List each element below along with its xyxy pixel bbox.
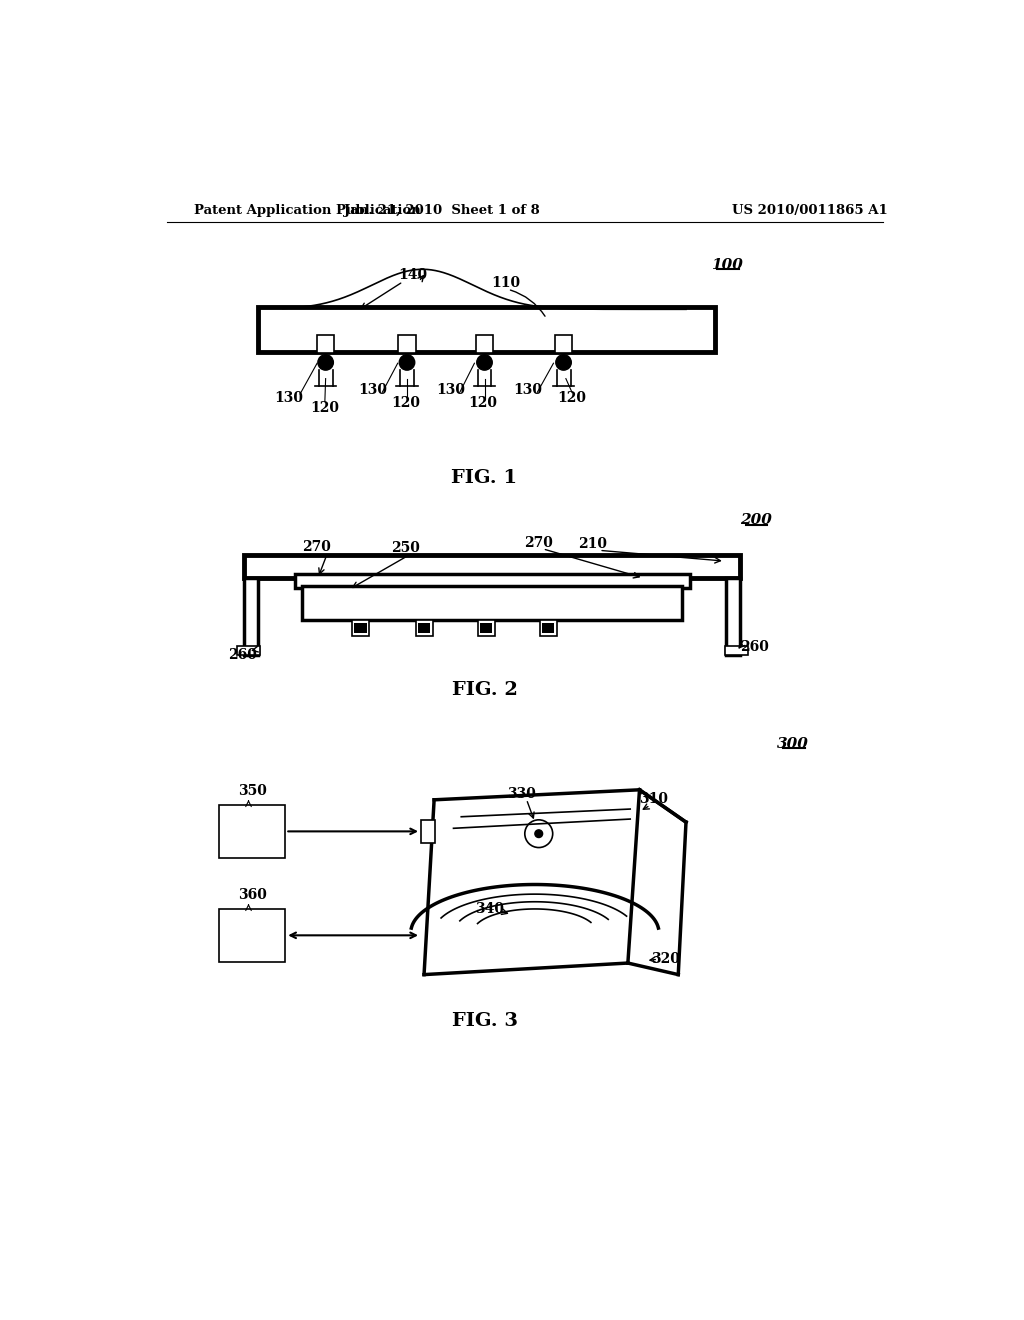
Circle shape bbox=[556, 355, 571, 370]
Bar bbox=[245, 578, 258, 655]
Bar bbox=[237, 645, 260, 655]
Text: 360: 360 bbox=[238, 888, 267, 903]
Bar bbox=[418, 623, 430, 632]
Bar bbox=[725, 645, 748, 655]
Circle shape bbox=[535, 830, 543, 838]
Text: 130: 130 bbox=[358, 383, 387, 397]
Bar bbox=[354, 623, 367, 632]
Text: 120: 120 bbox=[391, 396, 420, 411]
Text: 250: 250 bbox=[391, 541, 420, 554]
Text: 130: 130 bbox=[513, 383, 543, 397]
Text: 270: 270 bbox=[302, 540, 331, 554]
Text: 140: 140 bbox=[398, 268, 428, 282]
Bar bbox=[352, 620, 369, 636]
Bar bbox=[555, 335, 572, 354]
Bar bbox=[416, 620, 432, 636]
Text: 210: 210 bbox=[579, 537, 607, 552]
Text: 200: 200 bbox=[739, 513, 772, 527]
Bar bbox=[398, 335, 416, 354]
Circle shape bbox=[317, 355, 334, 370]
Text: US 2010/0011865 A1: US 2010/0011865 A1 bbox=[732, 205, 888, 218]
Text: FIG. 1: FIG. 1 bbox=[452, 469, 517, 487]
Bar bbox=[476, 335, 493, 354]
Text: 270: 270 bbox=[524, 536, 553, 549]
Text: 260: 260 bbox=[228, 648, 257, 663]
Text: 120: 120 bbox=[468, 396, 498, 411]
Bar bbox=[219, 909, 286, 961]
Text: 120: 120 bbox=[558, 391, 587, 405]
Bar bbox=[542, 623, 554, 632]
Text: Jan. 21, 2010  Sheet 1 of 8: Jan. 21, 2010 Sheet 1 of 8 bbox=[344, 205, 540, 218]
Bar bbox=[317, 335, 334, 354]
Bar bbox=[258, 308, 716, 351]
Bar bbox=[245, 554, 740, 578]
Text: 110: 110 bbox=[492, 276, 521, 290]
Text: 310: 310 bbox=[639, 792, 668, 807]
Bar bbox=[480, 623, 493, 632]
Text: Patent Application Publication: Patent Application Publication bbox=[194, 205, 421, 218]
Text: 300: 300 bbox=[777, 737, 809, 751]
Bar bbox=[302, 586, 682, 620]
Text: 260: 260 bbox=[739, 640, 769, 655]
Bar bbox=[421, 820, 435, 843]
Bar bbox=[295, 574, 690, 589]
Bar bbox=[219, 805, 286, 858]
Text: 340: 340 bbox=[475, 902, 505, 916]
Text: 120: 120 bbox=[310, 401, 339, 414]
Bar bbox=[726, 578, 740, 655]
Text: 320: 320 bbox=[651, 952, 680, 966]
Text: 130: 130 bbox=[436, 383, 465, 397]
Text: 330: 330 bbox=[507, 787, 537, 801]
Text: FIG. 3: FIG. 3 bbox=[452, 1012, 517, 1030]
Bar bbox=[477, 620, 495, 636]
Text: 130: 130 bbox=[274, 391, 304, 405]
Text: FIG. 2: FIG. 2 bbox=[452, 681, 517, 698]
Bar bbox=[540, 620, 557, 636]
Circle shape bbox=[477, 355, 493, 370]
Text: 100: 100 bbox=[711, 257, 743, 272]
Text: 350: 350 bbox=[238, 784, 267, 799]
Circle shape bbox=[399, 355, 415, 370]
